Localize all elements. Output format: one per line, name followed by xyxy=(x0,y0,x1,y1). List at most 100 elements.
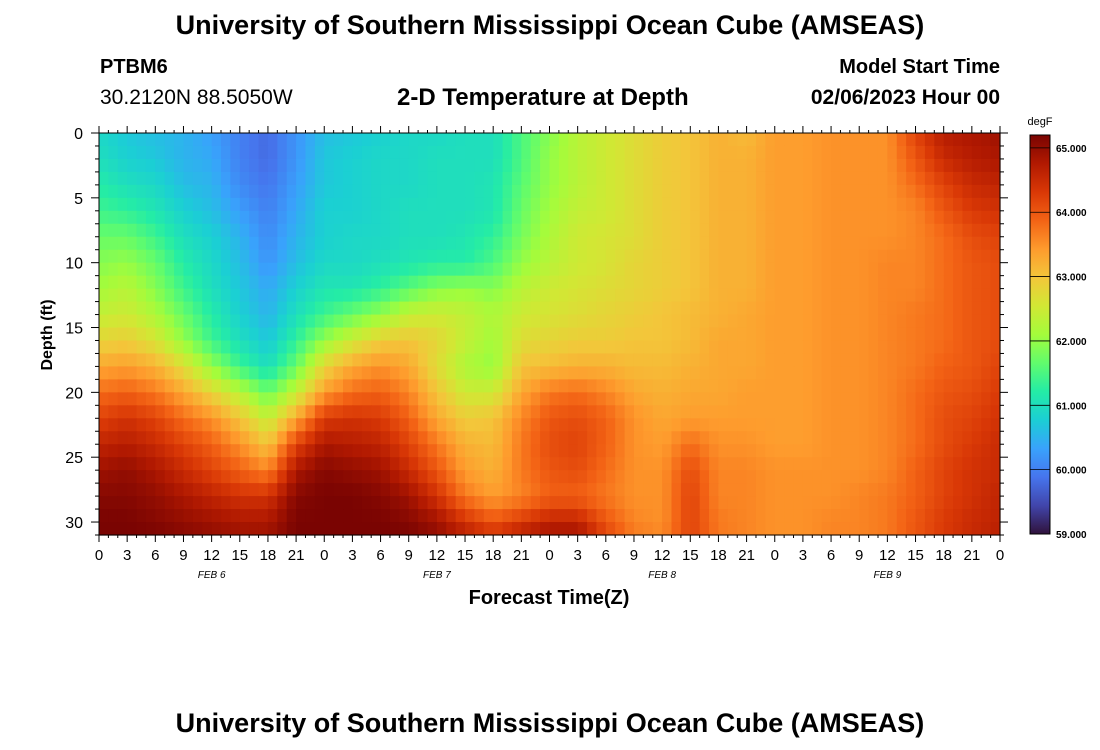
heatmap-cell xyxy=(802,236,813,251)
heatmap-cell xyxy=(849,392,860,406)
heatmap-cell xyxy=(389,262,400,277)
heatmap-cell xyxy=(793,275,804,290)
heatmap-cell xyxy=(737,223,748,238)
heatmap-cell xyxy=(821,223,832,238)
heatmap-cell xyxy=(615,405,626,419)
heatmap-cell xyxy=(239,301,250,316)
heatmap-cell xyxy=(324,158,335,173)
heatmap-cell xyxy=(155,444,166,458)
heatmap-cell xyxy=(314,483,325,497)
heatmap-cell xyxy=(924,288,935,303)
heatmap-cell xyxy=(709,275,720,290)
heatmap-cell xyxy=(239,249,250,264)
heatmap-cell xyxy=(962,171,973,186)
heatmap-cell xyxy=(99,301,109,316)
heatmap-cell xyxy=(305,392,316,406)
heatmap-cell xyxy=(812,197,823,212)
heatmap-cell xyxy=(418,158,429,173)
heatmap-cell xyxy=(784,483,795,497)
heatmap-cell xyxy=(802,418,813,432)
heatmap-cell xyxy=(408,288,419,303)
heatmap-cell xyxy=(493,145,504,160)
heatmap-cell xyxy=(389,288,400,303)
heatmap-cell xyxy=(127,457,138,471)
heatmap-cell xyxy=(568,158,579,173)
heatmap-cell xyxy=(333,236,344,251)
heatmap-cell xyxy=(174,288,185,303)
heatmap-cell xyxy=(887,379,898,393)
heatmap-cell xyxy=(389,444,400,458)
heatmap-cell xyxy=(981,431,992,445)
heatmap-cell xyxy=(718,431,729,445)
heatmap-cell xyxy=(971,249,982,264)
heatmap-cell xyxy=(249,392,260,406)
heatmap-cell xyxy=(793,509,804,523)
heatmap-cell xyxy=(502,470,513,484)
heatmap-cell xyxy=(117,249,128,264)
heatmap-cell xyxy=(164,327,175,342)
heatmap-cell xyxy=(709,457,720,471)
heatmap-cell xyxy=(296,483,307,497)
heatmap-cell xyxy=(624,301,635,316)
heatmap-cell xyxy=(145,314,156,329)
heatmap-cell xyxy=(802,405,813,419)
y-tick-label: 20 xyxy=(65,385,83,402)
heatmap-cell xyxy=(624,145,635,160)
heatmap-cell xyxy=(371,444,382,458)
heatmap-cell xyxy=(709,171,720,186)
heatmap-cell xyxy=(877,392,888,406)
heatmap-cell xyxy=(483,418,494,432)
heatmap-cell xyxy=(568,444,579,458)
heatmap-cell xyxy=(455,457,466,471)
heatmap-cell xyxy=(99,145,109,160)
heatmap-cell xyxy=(192,327,203,342)
heatmap-cell xyxy=(643,249,654,264)
heatmap-cell xyxy=(117,509,128,523)
heatmap-cell xyxy=(605,509,616,523)
heatmap-cell xyxy=(230,418,241,432)
heatmap-cell xyxy=(446,340,457,355)
heatmap-cell xyxy=(718,171,729,186)
heatmap-cell xyxy=(568,496,579,510)
heatmap-cell xyxy=(99,457,109,471)
heatmap-cell xyxy=(774,197,785,212)
heatmap-cell xyxy=(99,184,109,199)
heatmap-cell xyxy=(352,444,363,458)
heatmap-cell xyxy=(277,379,288,393)
heatmap-cell xyxy=(821,301,832,316)
heatmap-cell xyxy=(831,483,842,497)
heatmap-cell xyxy=(296,288,307,303)
heatmap-cell xyxy=(821,496,832,510)
heatmap-cell xyxy=(831,379,842,393)
heatmap-cell xyxy=(305,522,316,536)
heatmap-cell xyxy=(877,366,888,380)
heatmap-cell xyxy=(221,457,231,471)
colorbar-unit: degF xyxy=(1027,116,1052,128)
heatmap-cell xyxy=(296,340,307,355)
heatmap-cell xyxy=(99,210,109,225)
heatmap-cell xyxy=(605,353,616,368)
heatmap-cell xyxy=(427,288,438,303)
heatmap-cell xyxy=(389,236,400,251)
heatmap-cell xyxy=(915,353,926,368)
heatmap-cell xyxy=(633,496,644,510)
heatmap-cell xyxy=(99,483,109,497)
heatmap-cell xyxy=(596,509,607,523)
heatmap-cell xyxy=(352,158,363,173)
heatmap-cell xyxy=(455,340,466,355)
heatmap-cell xyxy=(784,133,795,147)
heatmap-cell xyxy=(699,470,710,484)
heatmap-cell xyxy=(239,392,250,406)
heatmap-cell xyxy=(117,470,128,484)
heatmap-cell xyxy=(493,340,504,355)
heatmap-cell xyxy=(709,418,720,432)
heatmap-cell xyxy=(99,405,109,419)
heatmap-cell xyxy=(389,133,400,147)
heatmap-cell xyxy=(624,418,635,432)
heatmap-cell xyxy=(502,275,513,290)
heatmap-cell xyxy=(624,236,635,251)
heatmap-cell xyxy=(784,418,795,432)
heatmap-cell xyxy=(821,145,832,160)
heatmap-cell xyxy=(943,171,954,186)
heatmap-cell xyxy=(690,145,701,160)
